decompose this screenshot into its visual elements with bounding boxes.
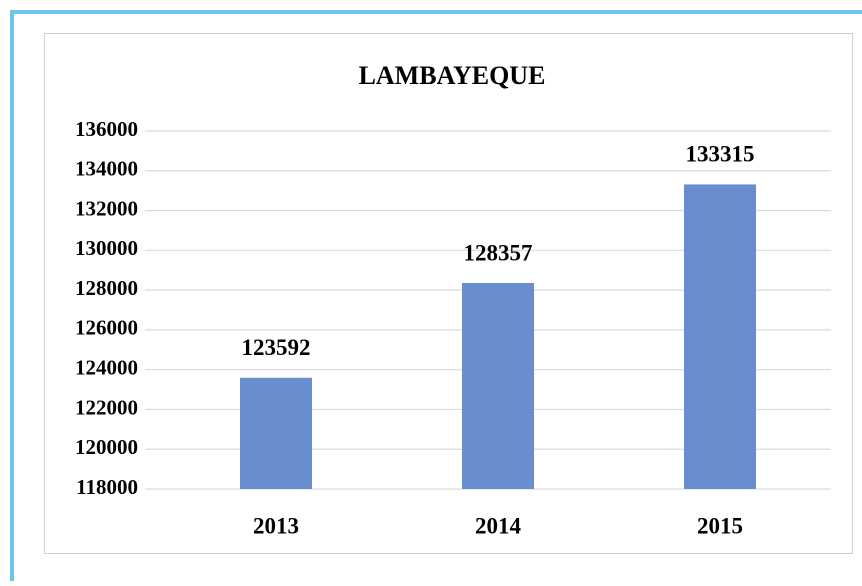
- x-tick-label: 2015: [697, 513, 743, 538]
- bar: [684, 184, 756, 489]
- y-tick-label: 134000: [75, 157, 138, 181]
- y-tick-label: 128000: [75, 276, 138, 300]
- y-tick-label: 132000: [75, 196, 138, 220]
- data-label: 133315: [686, 142, 755, 167]
- y-tick-label: 124000: [75, 355, 138, 379]
- data-label: 123592: [242, 335, 311, 360]
- y-tick-label: 120000: [75, 435, 138, 459]
- y-tick-label: 118000: [76, 475, 138, 499]
- bar: [462, 283, 534, 489]
- y-tick-label: 136000: [75, 117, 138, 141]
- x-tick-label: 2013: [253, 513, 299, 538]
- x-tick-label: 2014: [475, 513, 522, 538]
- data-label: 128357: [464, 240, 533, 265]
- bar: [240, 377, 312, 489]
- chart-title: LAMBAYEQUE: [359, 61, 546, 90]
- outer-frame: [10, 10, 862, 581]
- y-tick-label: 126000: [75, 316, 138, 340]
- y-tick-label: 130000: [75, 236, 138, 260]
- y-tick-label: 122000: [75, 395, 138, 419]
